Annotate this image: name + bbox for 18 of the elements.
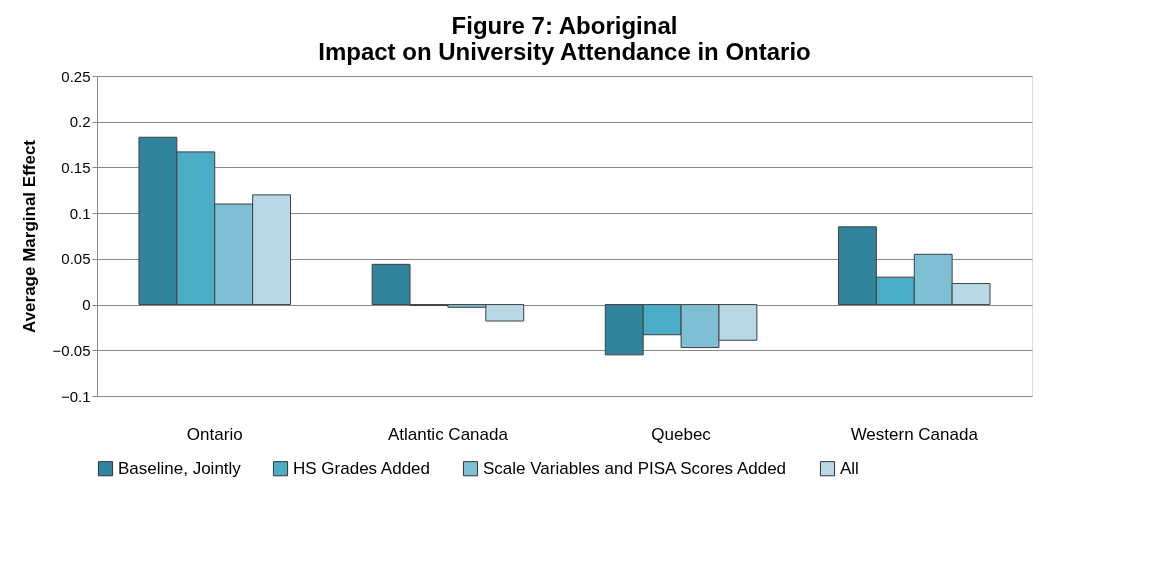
y-tick-label: 0.2	[69, 113, 91, 131]
y-tick-label: 0.15	[61, 158, 91, 176]
y-tick-label: −0.1	[60, 387, 91, 405]
legend-label: HS Grades Added	[293, 458, 431, 478]
y-tick-label: 0.25	[61, 67, 91, 85]
y-axis-title: Average Marginal Effect	[19, 139, 39, 334]
y-tick-label: 0.05	[61, 250, 91, 268]
legend-label: Scale Variables and PISA Scores Added	[483, 458, 787, 478]
x-tick-label: Atlantic Canada	[387, 424, 509, 444]
x-tick-label: Quebec	[651, 424, 712, 444]
x-tick-label: Western Canada	[850, 424, 979, 444]
legend-label: Baseline, Jointly	[118, 458, 242, 478]
chart-title: Figure 7: Aboriginal Impact on University Attendance in Ontario	[318, 12, 811, 65]
y-tick-label: 0	[82, 296, 91, 314]
x-tick-label: Ontario	[186, 424, 243, 444]
legend-label: All	[840, 458, 859, 478]
y-tick-label: −0.05	[52, 341, 91, 359]
y-tick-label: 0.1	[69, 204, 91, 222]
